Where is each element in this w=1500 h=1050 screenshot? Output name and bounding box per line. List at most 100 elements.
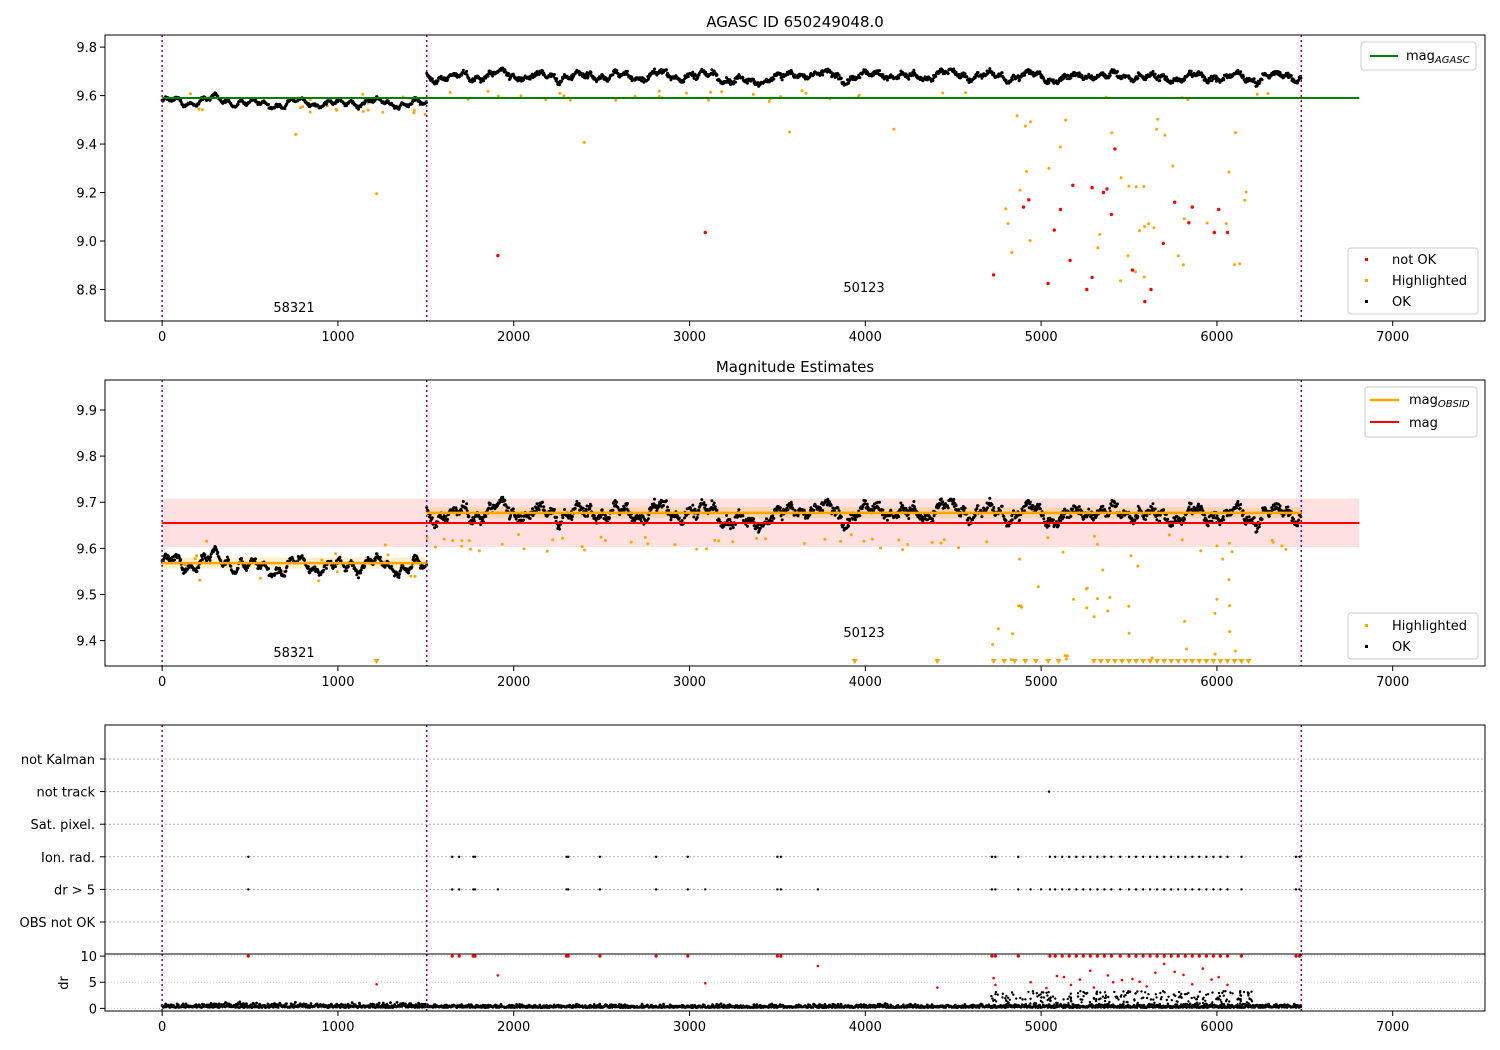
flag-point [1039,888,1043,891]
flag-point [1061,855,1064,858]
ok-point [1267,514,1271,518]
not-ok-point [1058,207,1063,212]
flag-point [472,888,475,891]
ok-point [712,501,716,505]
ok-point [1136,76,1140,80]
ok-point [871,504,875,508]
ok-point [653,67,656,71]
ok-point [973,514,977,517]
ok-point [885,78,889,82]
ok-point [1258,80,1262,84]
clipped-point-marker [1203,659,1210,664]
ok-point [1080,74,1084,78]
legend-not-ok-marker [1365,258,1368,261]
not-ok-point [1130,268,1135,272]
highlighted-point [320,558,324,562]
flag-point [1226,855,1229,858]
ok-point [373,558,377,562]
highlighted-point [1023,124,1027,128]
ok-point [646,517,650,521]
ok-point [881,508,885,512]
ok-point [1041,513,1045,517]
not-ok-point [1190,205,1195,209]
highlighted-point [425,537,429,541]
flag-point [994,855,997,858]
ok-point [1239,70,1243,74]
legend-mid-ok-label: OK [1392,640,1411,655]
ok-point [1113,501,1117,505]
legend-agasc-label: magAGASC [1406,49,1470,66]
highlighted-point [1180,538,1184,542]
ok-point [878,69,882,73]
not-ok-point [703,230,707,235]
ok-point [641,515,645,519]
ok-point [858,76,862,80]
ok-point [439,74,443,78]
highlighted-point [1046,536,1050,540]
ok-point [765,517,768,521]
highlighted-point [1093,534,1096,538]
dr-point [276,1006,280,1009]
ok-point [1018,518,1022,522]
highlighted-point [544,98,548,102]
flag-point [1075,855,1078,858]
ok-point [682,516,686,520]
highlighted-point [1025,170,1028,173]
ok-point [677,516,681,520]
highlighted-point [1181,263,1185,267]
ok-point [858,514,862,518]
ok-point [1171,524,1175,527]
panel-dr-plot-area [105,954,1485,1011]
flag-row-label: dr > 5 [54,883,95,898]
ok-point [363,564,367,568]
ok-point [1028,69,1032,73]
ok-point [467,76,471,80]
dr-point [381,1001,385,1005]
highlighted-point [1155,127,1159,131]
highlighted-point [1108,596,1112,599]
highlighted-point [905,543,909,546]
panel-agasc-plot-area [160,35,1360,321]
highlighted-point [1010,251,1014,254]
ok-point [216,550,220,554]
highlighted-point [467,539,471,543]
ok-point [839,76,843,80]
ok-point [808,513,812,517]
flag-point [496,888,500,891]
ok-point [473,79,476,83]
ok-point [1252,516,1256,520]
flag-point [1163,855,1166,858]
highlighted-point [731,540,735,544]
highlighted-point [629,540,633,544]
highlighted-point [1182,217,1186,221]
flag-point [1184,888,1187,891]
ok-point [952,67,956,71]
not-ok-point [1046,281,1050,286]
ok-point [1297,518,1301,522]
ok-point [531,507,534,511]
ok-point [383,565,387,569]
highlighted-point [685,91,689,95]
ok-point [203,553,207,557]
ok-point [864,499,867,503]
flag-point [1017,888,1020,891]
legend-highlighted-label: Highlighted [1392,274,1467,289]
dr-point [250,1006,254,1009]
ok-point [1002,514,1006,518]
highlighted-point [1142,275,1146,279]
highlighted-point [857,93,861,97]
ok-point [1200,506,1204,510]
flag-point [598,855,602,858]
flag-point [472,855,475,858]
highlighted-point [604,539,607,542]
ok-point [1144,518,1148,521]
ok-point [1189,69,1193,73]
ok-point [338,555,342,559]
p2-ytick-label: 9.8 [76,450,97,465]
highlighted-point [496,94,500,98]
ok-point [1189,502,1193,505]
dr-point [372,1003,376,1006]
clipped-point-marker [1147,659,1154,664]
ok-point [626,502,629,505]
flag-point [1177,888,1180,891]
